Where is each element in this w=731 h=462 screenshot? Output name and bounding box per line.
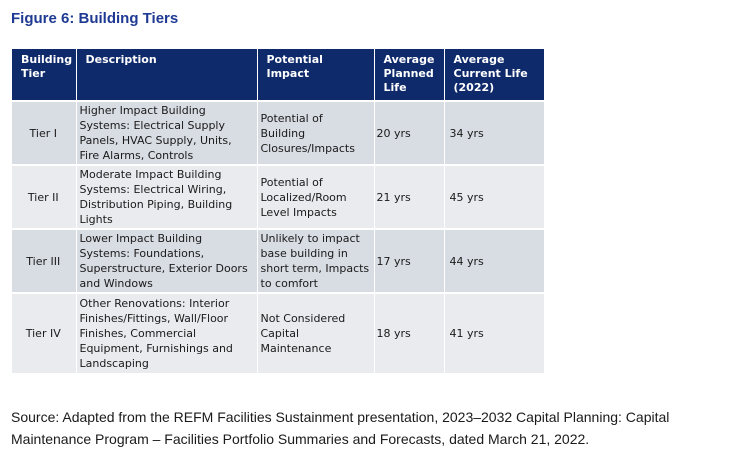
header-average-planned-life: Average Planned Life [374,49,445,101]
planned-life-cell: 17 yrs [374,228,445,293]
tier-cell: Tier III [12,228,77,293]
planned-life-cell: 20 yrs [374,100,445,165]
header-average-current-life: Average Current Life (2022) [444,49,544,101]
impact-cell: Not Considered Capital Maintenance [257,292,375,373]
table-row-tier-4: Tier IV Other Renovations: Interior Fini… [12,292,544,373]
description-cell: Higher Impact Building Systems: Electric… [76,100,258,165]
table-row-tier-3: Tier III Lower Impact Building Systems: … [12,228,544,293]
figure-title: Figure 6: Building Tiers [11,10,179,27]
table-row-tier-2: Tier II Moderate Impact Building Systems… [12,164,544,229]
impact-cell: Potential of Localized/Room Level Impact… [257,164,375,229]
impact-cell: Unlikely to impact base building in shor… [257,228,375,293]
current-life-cell: 45 yrs [444,164,544,229]
description-cell: Other Renovations: Interior Finishes/Fit… [76,292,258,373]
header-description: Description [76,49,258,101]
header-potential-impact: Potential Impact [257,49,375,101]
current-life-cell: 44 yrs [444,228,544,293]
table-header-row: Building Tier Description Potential Impa… [12,49,544,101]
description-cell: Lower Impact Building Systems: Foundatio… [76,228,258,293]
tier-cell: Tier I [12,100,77,165]
description-cell: Moderate Impact Building Systems: Electr… [76,164,258,229]
source-note: Source: Adapted from the REFM Facilities… [11,409,670,447]
planned-life-cell: 21 yrs [374,164,445,229]
planned-life-cell: 18 yrs [374,292,445,373]
header-building-tier: Building Tier [12,49,77,101]
tier-cell: Tier II [12,164,77,229]
building-tiers-table: Building Tier Description Potential Impa… [12,49,544,373]
impact-cell: Potential of Building Closures/Impacts [257,100,375,165]
table-row-tier-1: Tier I Higher Impact Building Systems: E… [12,100,544,165]
current-life-cell: 41 yrs [444,292,544,373]
current-life-cell: 34 yrs [444,100,544,165]
tier-cell: Tier IV [12,292,77,373]
